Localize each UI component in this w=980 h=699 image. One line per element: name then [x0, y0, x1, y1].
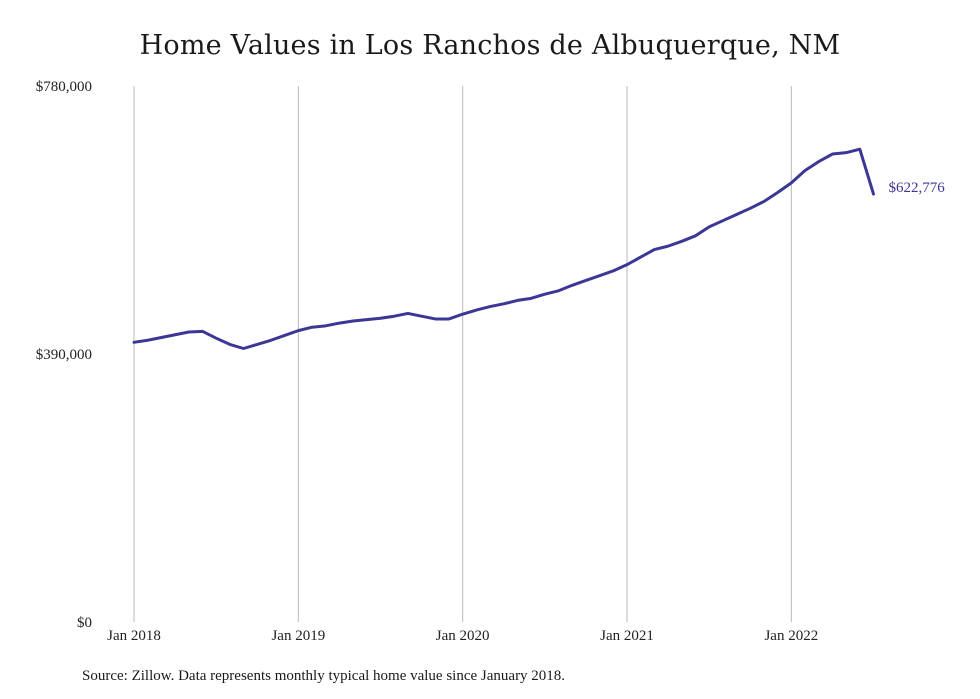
gridlines [133, 86, 792, 622]
end-value-label: $622,776 [889, 180, 946, 196]
end-label-group: $622,776 [889, 180, 946, 196]
y-axis-ticks: $0 $390,000 $780,000 [36, 79, 92, 631]
y-tick-label: $390,000 [36, 347, 92, 363]
chart-title: Home Values in Los Ranchos de Albuquerqu… [139, 30, 841, 61]
x-tick-label: Jan 2019 [271, 628, 325, 644]
x-tick-label: Jan 2022 [764, 628, 818, 644]
x-tick-label: Jan 2018 [107, 628, 161, 644]
series-group [132, 147, 875, 350]
x-tick-label: Jan 2020 [436, 628, 490, 644]
y-tick-label: $780,000 [36, 79, 92, 95]
source-note: Source: Zillow. Data represents monthly … [82, 668, 566, 684]
series-line-0 [132, 147, 875, 350]
y-tick-label: $0 [77, 615, 92, 631]
x-tick-label: Jan 2021 [600, 628, 654, 644]
x-axis-ticks: Jan 2018 Jan 2019 Jan 2020 Jan 2021 Jan 2022 [107, 628, 818, 644]
